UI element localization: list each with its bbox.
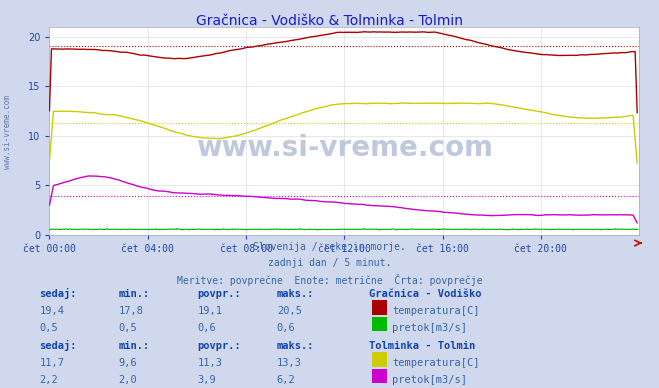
Text: maks.:: maks.: (277, 289, 314, 299)
Text: pretok[m3/s]: pretok[m3/s] (392, 374, 467, 385)
Text: sedaj:: sedaj: (40, 340, 77, 351)
Text: 11,3: 11,3 (198, 358, 223, 368)
Text: 19,1: 19,1 (198, 306, 223, 316)
Text: 0,5: 0,5 (40, 322, 58, 333)
Text: 9,6: 9,6 (119, 358, 137, 368)
Text: 11,7: 11,7 (40, 358, 65, 368)
Text: sedaj:: sedaj: (40, 288, 77, 299)
Text: Tolminka - Tolmin: Tolminka - Tolmin (369, 341, 475, 351)
Text: 19,4: 19,4 (40, 306, 65, 316)
Text: 3,9: 3,9 (198, 374, 216, 385)
Text: 0,6: 0,6 (277, 322, 295, 333)
Text: povpr.:: povpr.: (198, 289, 241, 299)
Text: 17,8: 17,8 (119, 306, 144, 316)
Text: 6,2: 6,2 (277, 374, 295, 385)
Text: temperatura[C]: temperatura[C] (392, 306, 480, 316)
Text: povpr.:: povpr.: (198, 341, 241, 351)
Text: Meritve: povprečne  Enote: metrične  Črta: povprečje: Meritve: povprečne Enote: metrične Črta:… (177, 274, 482, 286)
Text: Slovenija / reke in morje.: Slovenija / reke in morje. (253, 242, 406, 253)
Text: temperatura[C]: temperatura[C] (392, 358, 480, 368)
Text: www.si-vreme.com: www.si-vreme.com (3, 95, 13, 169)
Text: 13,3: 13,3 (277, 358, 302, 368)
Text: Gračnica - Vodiško & Tolminka - Tolmin: Gračnica - Vodiško & Tolminka - Tolmin (196, 14, 463, 28)
Text: 20,5: 20,5 (277, 306, 302, 316)
Text: min.:: min.: (119, 341, 150, 351)
Text: 2,2: 2,2 (40, 374, 58, 385)
Text: Gračnica - Vodiško: Gračnica - Vodiško (369, 289, 482, 299)
Text: min.:: min.: (119, 289, 150, 299)
Text: zadnji dan / 5 minut.: zadnji dan / 5 minut. (268, 258, 391, 268)
Text: 2,0: 2,0 (119, 374, 137, 385)
Text: www.si-vreme.com: www.si-vreme.com (196, 133, 493, 161)
Text: 0,6: 0,6 (198, 322, 216, 333)
Text: pretok[m3/s]: pretok[m3/s] (392, 322, 467, 333)
Text: 0,5: 0,5 (119, 322, 137, 333)
Text: maks.:: maks.: (277, 341, 314, 351)
